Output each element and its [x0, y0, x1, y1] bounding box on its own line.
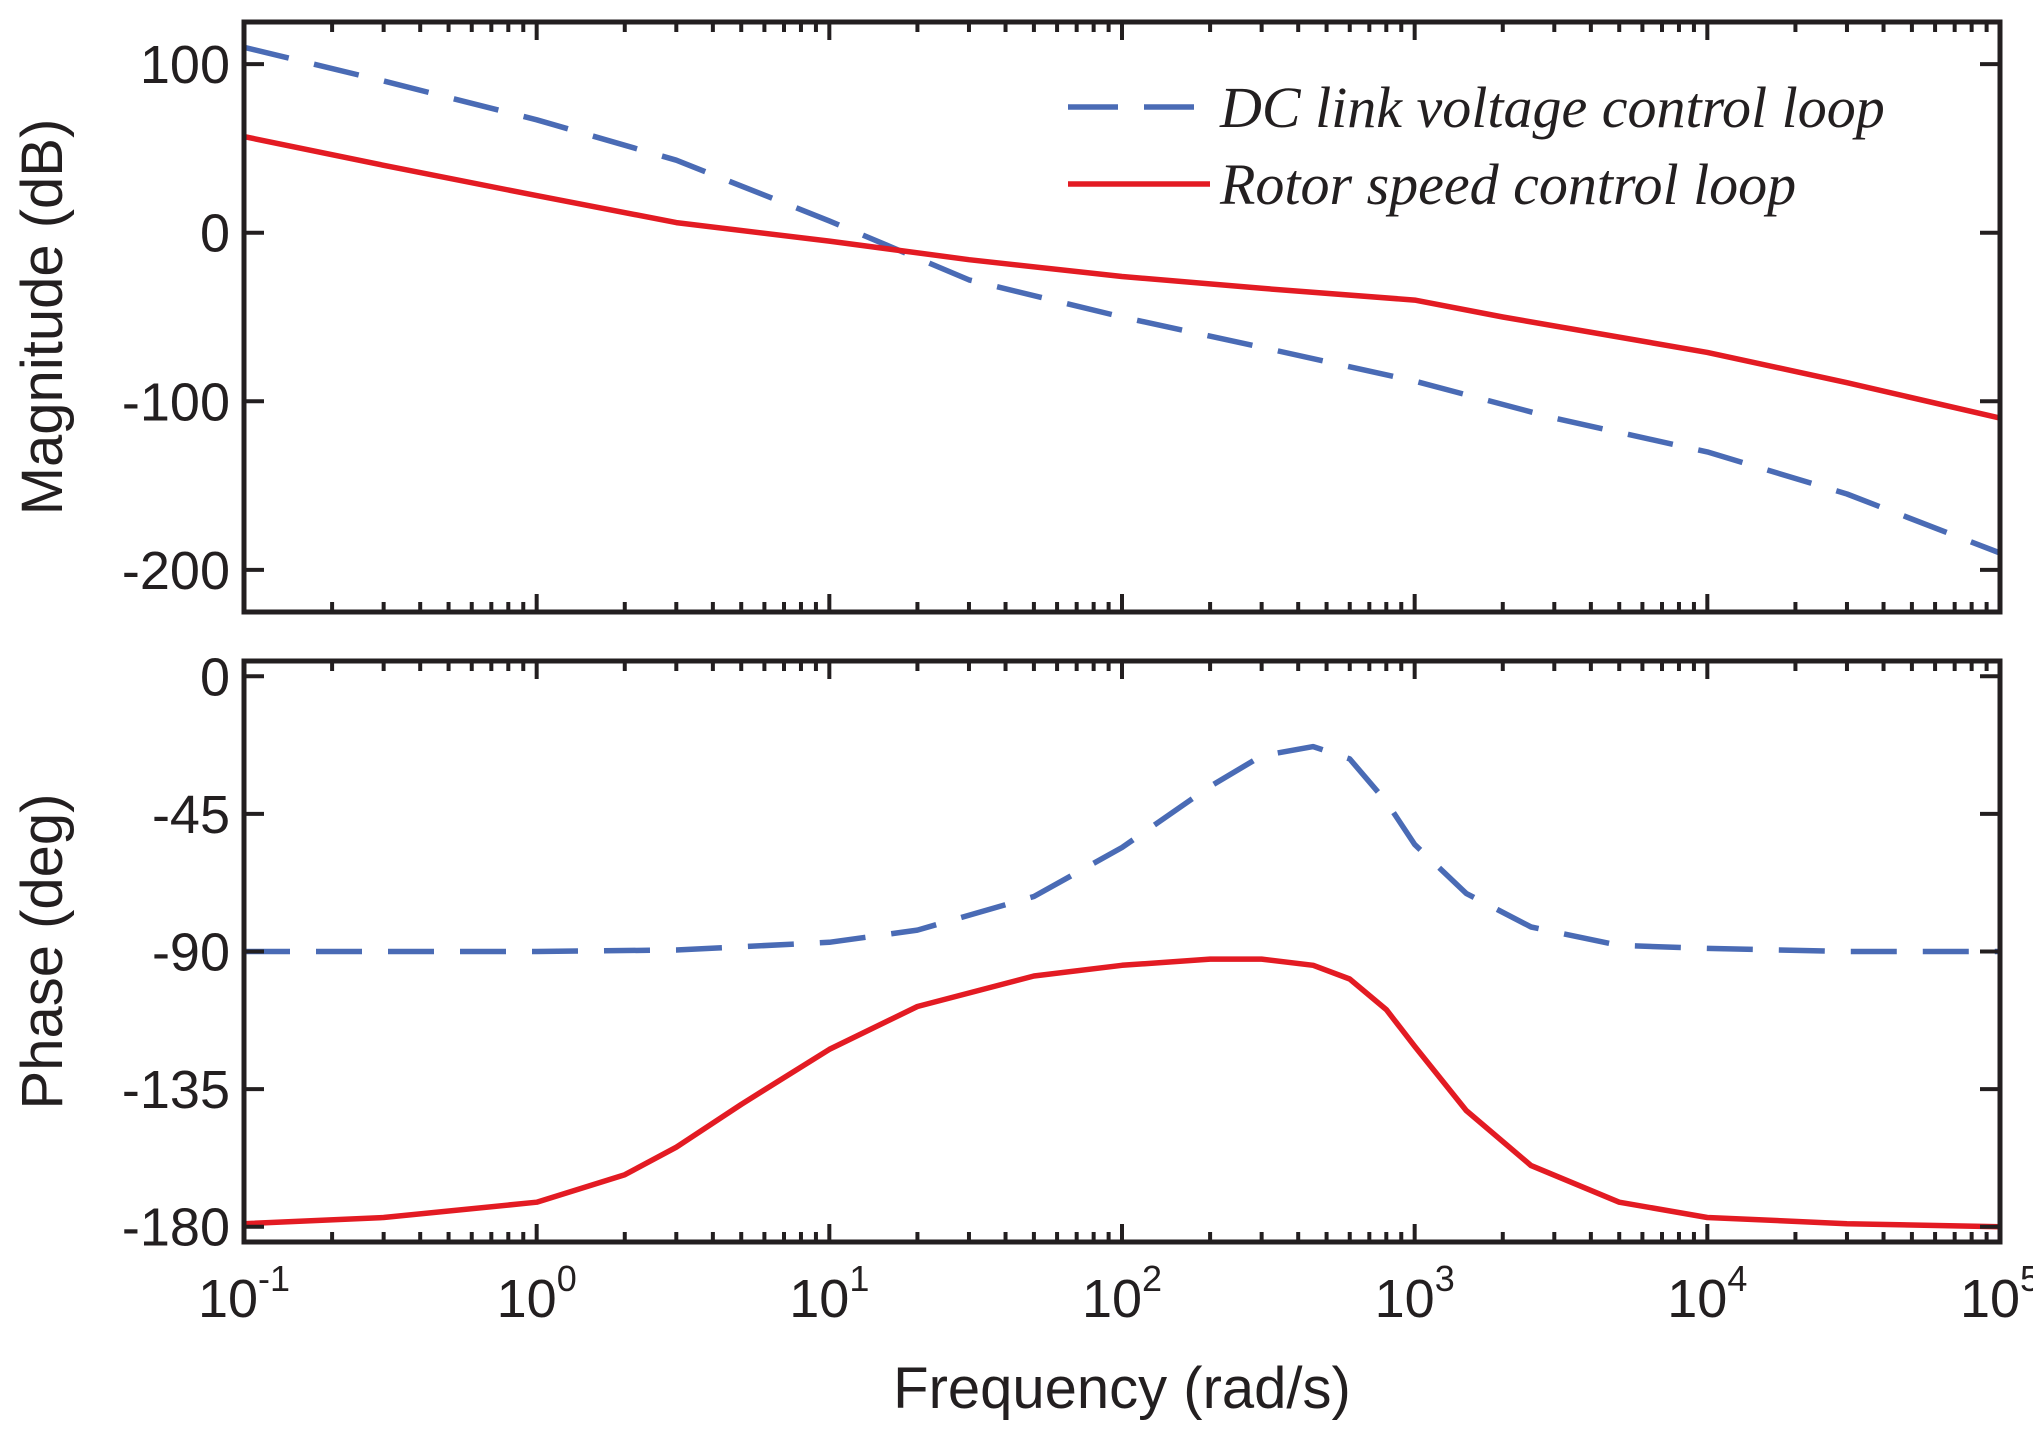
legend: DC link voltage control loop Rotor speed …	[1068, 75, 1885, 217]
phase-y-axis-label: Phase (deg)	[10, 794, 75, 1110]
legend-label-rotor-speed: Rotor speed control loop	[1219, 152, 1796, 217]
x-tick-base: 10	[1667, 1269, 1727, 1329]
x-tick-label: 104	[1667, 1258, 1747, 1329]
x-tick-exponent: 4	[1727, 1258, 1747, 1299]
x-tick-base: 10	[789, 1269, 849, 1329]
y-tick-label: 0	[200, 204, 230, 264]
x-tick-label: 101	[789, 1258, 869, 1329]
x-tick-exponent: 3	[1435, 1258, 1455, 1299]
magnitude-panel: 100 0 -100 -200 Magnitude (dB)	[10, 19, 2003, 615]
y-tick-label: -180	[122, 1198, 230, 1258]
x-axis-label: Frequency (rad/s)	[893, 1356, 1351, 1421]
mag-y-axis-label: Magnitude (dB)	[10, 119, 75, 516]
mag-x-ticks	[242, 22, 2002, 612]
phase-x-ticks	[242, 661, 2002, 1242]
x-tick-label: 105	[1960, 1258, 2033, 1329]
x-tick-exponent: 2	[1142, 1258, 1162, 1299]
x-tick-exponent: 1	[849, 1258, 869, 1299]
y-tick-label: 100	[140, 35, 230, 95]
mag-series-rotor-speed-line	[244, 133, 2000, 421]
y-tick-label: 0	[200, 647, 230, 707]
x-tick-base: 10	[1375, 1269, 1435, 1329]
x-tick-exponent: 0	[557, 1258, 577, 1299]
x-tick-label: 102	[1082, 1258, 1162, 1329]
mag-series-dc-link-line	[244, 44, 2000, 556]
legend-label-dc-link: DC link voltage control loop	[1219, 75, 1885, 140]
x-tick-exponent: 5	[2020, 1258, 2033, 1299]
phase-y-ticks: 0 -45 -90 -135 -180	[122, 647, 2000, 1258]
y-tick-label: -100	[122, 372, 230, 432]
x-tick-base: 10	[1960, 1269, 2020, 1329]
x-tick-exponent: -1	[258, 1258, 290, 1299]
y-tick-label: -135	[122, 1060, 230, 1120]
x-tick-base: 10	[198, 1269, 258, 1329]
x-tick-label: 10-1	[198, 1258, 290, 1329]
phase-series-dc-link-line	[244, 743, 2000, 955]
mag-y-ticks: 100 0 -100 -200	[122, 35, 2000, 601]
y-tick-label: -200	[122, 541, 230, 601]
x-tick-base: 10	[1082, 1269, 1142, 1329]
x-tick-base: 10	[497, 1269, 557, 1329]
phase-series-rotor-speed-line	[244, 956, 2000, 1230]
x-tick-label: 100	[497, 1258, 577, 1329]
y-tick-label: -45	[152, 785, 230, 845]
x-tick-label: 103	[1375, 1258, 1455, 1329]
y-tick-label: -90	[152, 923, 230, 983]
x-tick-labels: 10-1 100 101 102 103 104 105	[198, 1258, 2033, 1329]
